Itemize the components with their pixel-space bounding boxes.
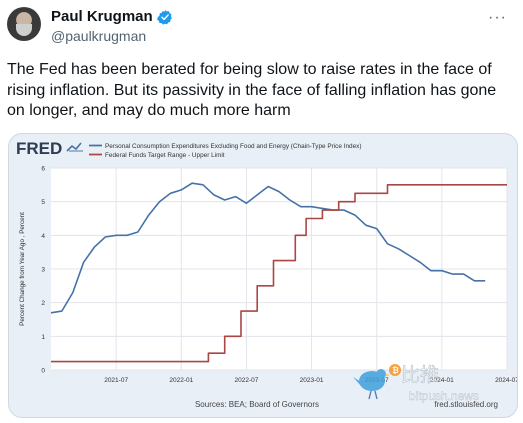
bird-logo-icon [353,369,390,400]
y-axis-label: Percent Change from Year Ago , Percent [19,212,26,326]
tweet-text: The Fed has been berated for being slow … [7,61,497,119]
y-tick-label: 3 [41,267,45,274]
author-name[interactable]: Paul Krugman [51,8,153,25]
svg-text:₿: ₿ [392,366,399,375]
fred-url[interactable]: fred.stlouisfed.org [434,400,498,409]
series-line-fed-funds [51,184,507,363]
series-lines [50,182,507,363]
x-tick-label: 2022-07 [234,377,258,384]
verified-badge-icon [156,9,172,25]
tweet-media[interactable]: FRED Personal Consumption Expenditures E… [8,133,518,418]
y-tick-label: 6 [41,166,45,173]
fred-chart: FRED Personal Consumption Expenditures E… [16,139,517,409]
y-tick-label: 2 [41,300,45,307]
author-row: Paul Krugman [51,8,173,25]
chart-source: Sources: BEA; Board of Governors [195,400,319,409]
y-tick-label: 0 [41,368,45,375]
more-horizontal-icon[interactable]: ··· [488,9,507,26]
x-tick-label: 2024-01 [430,377,454,384]
x-tick-label: 2022-01 [169,377,193,384]
avatar[interactable] [7,7,41,41]
watermark-en: bitpush.news [409,389,479,403]
y-tick-labels: 0 1 2 3 4 5 6 [41,166,45,375]
legend-label-pce: Personal Consumption Expenditures Exclud… [105,143,361,150]
legend-label-fed: Federal Funds Target Range - Upper Limit [105,152,225,159]
grid [51,167,508,371]
y-tick-label: 5 [41,199,45,206]
x-tick-labels: 2021-072022-012022-072023-012023-072024-… [104,377,517,384]
y-tick-label: 4 [41,233,45,240]
fred-logo: FRED [16,139,62,158]
author-handle[interactable]: @paulkrugman [51,28,147,44]
y-tick-label: 1 [41,334,45,341]
x-tick-label: 2023-01 [300,377,324,384]
x-tick-label: 2021-07 [104,377,128,384]
series-line-pce [50,182,486,314]
bitpush-watermark: ₿ 比推 bitpush.news [353,364,479,403]
bitcoin-icon [389,364,401,376]
x-tick-label: 2024-07 [495,377,517,384]
watermark-cn: 比推 [401,364,439,386]
fred-logo-mark-icon [66,142,83,152]
